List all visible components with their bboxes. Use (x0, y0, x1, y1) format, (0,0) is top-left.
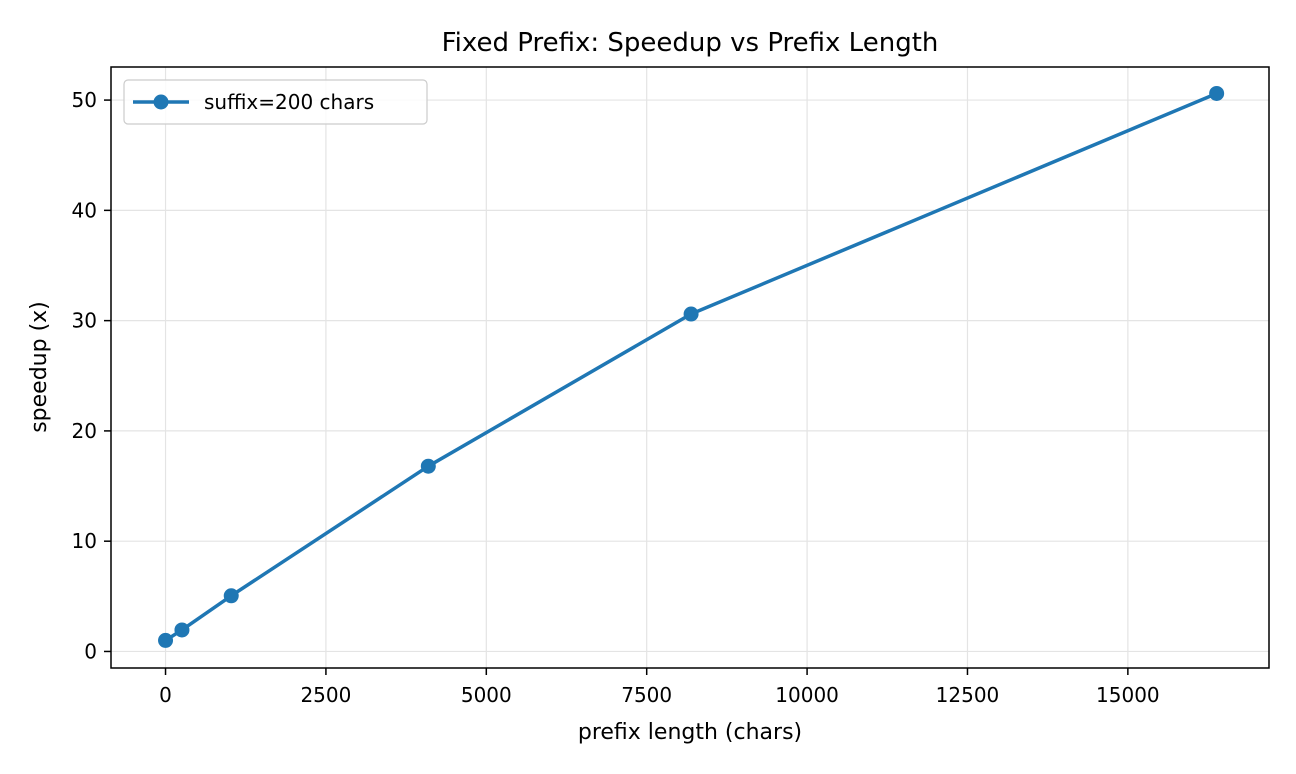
legend: suffix=200 chars (123, 79, 428, 125)
chart-title: Fixed Prefix: Speedup vs Prefix Length (442, 28, 939, 58)
x-tick-label: 15000 (1096, 683, 1160, 707)
y-axis-ticks: 0 10 20 30 40 50 (72, 88, 111, 663)
x-axis-label: prefix length (chars) (578, 720, 802, 745)
x-tick-label: 2500 (300, 683, 351, 707)
data-point (420, 458, 436, 474)
data-point (683, 306, 699, 322)
x-tick-label: 5000 (461, 683, 512, 707)
y-tick-label: 40 (72, 198, 97, 222)
data-point (158, 632, 174, 648)
data-point (1209, 85, 1225, 101)
x-axis-ticks: 0 2500 5000 7500 10000 12500 15000 (159, 668, 1160, 707)
y-tick-label: 30 (72, 309, 97, 333)
data-point (223, 588, 239, 604)
y-tick-label: 0 (84, 639, 97, 663)
legend-marker-swatch (153, 94, 169, 110)
legend-box (123, 79, 428, 125)
y-tick-label: 20 (72, 419, 97, 443)
x-tick-label: 12500 (936, 683, 1000, 707)
y-tick-label: 50 (72, 88, 97, 112)
series-layer (158, 85, 1225, 648)
y-tick-label: 10 (72, 529, 97, 553)
x-tick-label: 0 (159, 683, 172, 707)
plot-frame (110, 66, 1270, 669)
x-tick-label: 10000 (775, 683, 839, 707)
y-axis-label: speedup (x) (27, 301, 52, 433)
legend-entry-label: suffix=200 chars (204, 90, 374, 114)
x-tick-label: 7500 (621, 683, 672, 707)
data-point (174, 622, 190, 638)
